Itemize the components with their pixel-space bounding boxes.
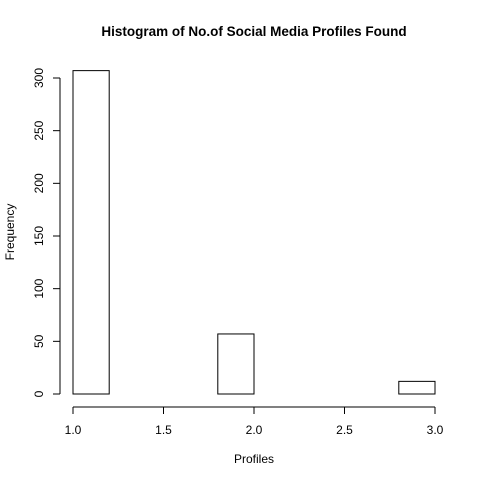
y-axis: 0 50 100 150 200 250 300 xyxy=(32,68,61,397)
x-tick-label: 1.0 xyxy=(65,423,82,437)
histogram-bar-0 xyxy=(72,70,110,395)
x-tick-label: 3.0 xyxy=(427,423,444,437)
y-tick-label: 100 xyxy=(32,278,46,298)
y-tick-label: 150 xyxy=(32,226,46,246)
y-tick-label: 250 xyxy=(32,120,46,140)
y-tick-label: 50 xyxy=(32,334,46,348)
y-tick-label: 200 xyxy=(32,173,46,193)
x-tick-label: 1.5 xyxy=(155,423,172,437)
x-axis: 1.0 1.5 2.0 2.5 3.0 xyxy=(65,406,444,437)
y-tick-label: 0 xyxy=(32,390,46,397)
histogram-bar-4 xyxy=(217,333,255,395)
x-axis-label: Profiles xyxy=(234,452,274,466)
histogram-bar-9 xyxy=(398,380,436,395)
bars-group xyxy=(72,70,436,395)
y-tick-label: 300 xyxy=(32,68,46,88)
y-axis-label: Frequency xyxy=(3,204,17,261)
chart-title: Histogram of No.of Social Media Profiles… xyxy=(101,24,406,39)
x-tick-label: 2.0 xyxy=(246,423,263,437)
x-tick-label: 2.5 xyxy=(336,423,353,437)
